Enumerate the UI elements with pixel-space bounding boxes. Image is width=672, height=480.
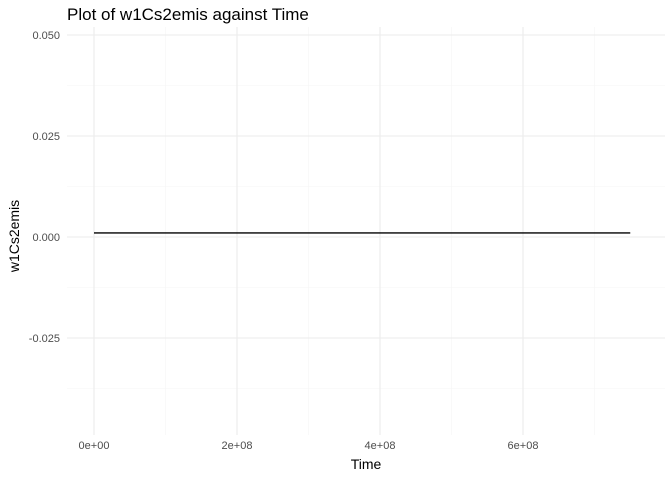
chart-title: Plot of w1Cs2emis against Time (67, 5, 309, 24)
y-tick-label: 0.025 (32, 131, 60, 143)
x-tick-labels: 0e+00 2e+08 4e+08 6e+08 (79, 440, 539, 452)
y-tick-label: 0.050 (32, 30, 60, 42)
y-tick-label: -0.025 (29, 333, 60, 345)
y-tick-labels: 0.050 0.025 0.000 -0.025 (29, 30, 60, 345)
x-tick-label: 4e+08 (365, 440, 396, 452)
x-tick-label: 0e+00 (79, 440, 110, 452)
y-tick-label: 0.000 (32, 232, 60, 244)
x-axis-title: Time (351, 456, 382, 472)
minor-gridlines (67, 27, 665, 435)
x-tick-label: 2e+08 (222, 440, 253, 452)
major-gridlines (67, 27, 665, 435)
y-axis-title: w1Cs2emis (6, 200, 22, 273)
x-tick-label: 6e+08 (508, 440, 539, 452)
